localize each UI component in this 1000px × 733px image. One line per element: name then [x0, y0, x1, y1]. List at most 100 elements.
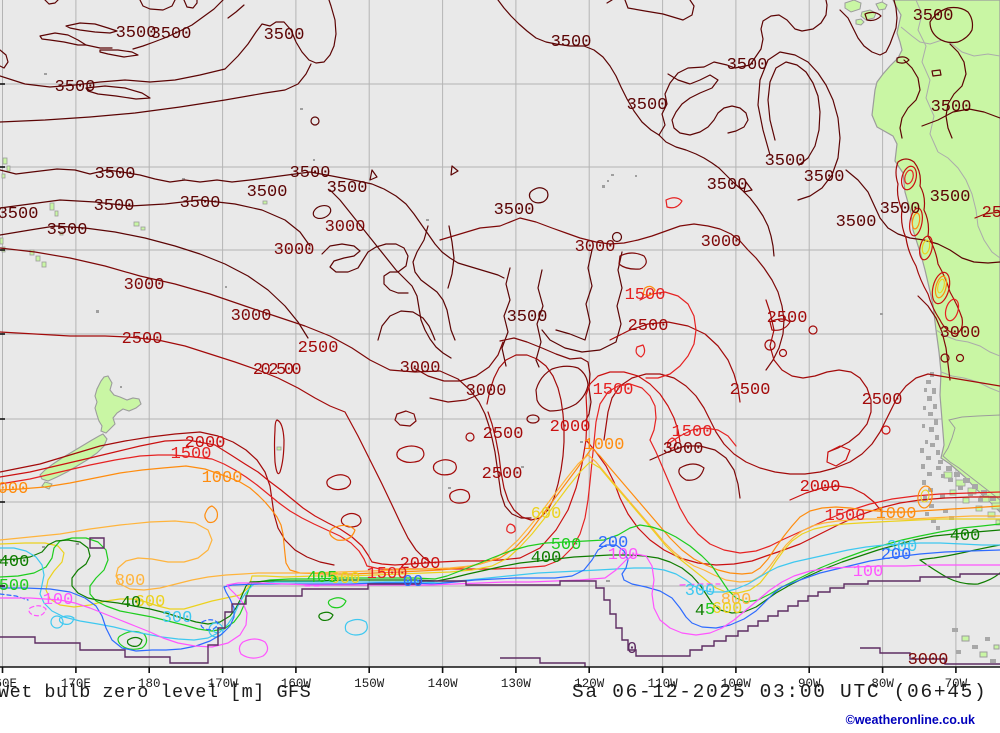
svg-text:2500: 2500 [122, 330, 163, 349]
svg-text:1000: 1000 [876, 505, 917, 524]
svg-text:0: 0 [627, 640, 637, 659]
svg-text:3500: 3500 [116, 24, 157, 43]
svg-text:3000: 3000 [231, 307, 272, 326]
svg-text:2500: 2500 [628, 317, 669, 336]
svg-text:800: 800 [721, 591, 752, 610]
svg-text:1000: 1000 [584, 436, 625, 455]
svg-text:00: 00 [403, 573, 423, 592]
svg-text:600: 600 [531, 505, 562, 524]
svg-text:1000: 1000 [202, 469, 243, 488]
svg-text:3000: 3000 [124, 276, 165, 295]
svg-text:3500: 3500 [327, 179, 368, 198]
svg-text:180: 180 [138, 677, 161, 691]
svg-text:160E: 160E [0, 677, 17, 691]
svg-text:3500: 3500 [55, 78, 96, 97]
svg-text:300: 300 [685, 582, 716, 601]
svg-text:100: 100 [43, 591, 74, 610]
svg-text:170W: 170W [208, 677, 239, 691]
svg-text:1500: 1500 [672, 423, 713, 442]
svg-text:500: 500 [551, 536, 582, 555]
svg-text:800: 800 [115, 572, 146, 591]
svg-text:120W: 120W [574, 677, 605, 691]
svg-text:160W: 160W [281, 677, 312, 691]
svg-text:2000: 2000 [400, 555, 441, 574]
svg-text:2000: 2000 [800, 478, 841, 497]
svg-text:3500: 3500 [264, 26, 305, 45]
svg-text:000: 000 [0, 480, 28, 499]
svg-text:3500: 3500 [930, 188, 971, 207]
svg-text:200: 200 [881, 546, 912, 565]
svg-text:3500: 3500 [180, 194, 221, 213]
svg-text:90W: 90W [798, 677, 821, 691]
svg-text:3500: 3500 [95, 165, 136, 184]
svg-text:2000: 2000 [550, 418, 591, 437]
svg-text:600: 600 [712, 600, 743, 619]
svg-text:140W: 140W [428, 677, 459, 691]
svg-text:3000: 3000 [325, 218, 366, 237]
svg-text:500: 500 [0, 577, 29, 596]
svg-text:130W: 130W [501, 677, 532, 691]
svg-text:3500: 3500 [880, 200, 921, 219]
svg-text:3500: 3500 [507, 308, 548, 327]
svg-text:2500: 2500 [982, 204, 1000, 223]
svg-text:300: 300 [162, 609, 193, 628]
svg-text:110W: 110W [648, 677, 679, 691]
svg-text:1500: 1500 [825, 507, 866, 526]
svg-text:200: 200 [598, 534, 629, 553]
svg-text:2500: 2500 [767, 309, 808, 328]
svg-text:Wet bulb zero level [m] GFS: Wet bulb zero level [m] GFS [0, 682, 311, 703]
svg-text:2500: 2500 [862, 391, 903, 410]
svg-text:400: 400 [0, 553, 29, 572]
svg-text:3500: 3500 [931, 98, 972, 117]
svg-text:3500: 3500 [247, 183, 288, 202]
svg-text:80W: 80W [871, 677, 894, 691]
svg-text:40: 40 [121, 594, 141, 613]
svg-text:3000: 3000 [274, 241, 315, 260]
svg-text:150W: 150W [354, 677, 385, 691]
svg-text:600: 600 [135, 593, 166, 612]
svg-text:170E: 170E [61, 677, 91, 691]
svg-text:2500: 2500 [483, 425, 524, 444]
svg-text:3000: 3000 [663, 440, 704, 459]
svg-text:1500: 1500 [171, 445, 212, 464]
svg-text:©weatheronline.co.uk: ©weatheronline.co.uk [846, 713, 975, 727]
svg-text:3000: 3000 [940, 324, 981, 343]
svg-text:Sa 06-12-2025 03:00 UTC (06+45: Sa 06-12-2025 03:00 UTC (06+45) [572, 681, 987, 703]
svg-text:2500: 2500 [298, 339, 339, 358]
svg-text:1500: 1500 [367, 565, 408, 584]
svg-text:70W: 70W [945, 677, 968, 691]
svg-text:405: 405 [307, 569, 338, 588]
svg-text:3500: 3500 [836, 213, 877, 232]
svg-text:3500: 3500 [707, 176, 748, 195]
svg-text:3500: 3500 [151, 25, 192, 44]
svg-text:3000: 3000 [575, 238, 616, 257]
svg-text:3500: 3500 [765, 152, 806, 171]
svg-text:100: 100 [608, 546, 639, 565]
svg-text:2000: 2000 [185, 434, 226, 453]
svg-text:3500: 3500 [94, 197, 135, 216]
svg-text:3500: 3500 [290, 164, 331, 183]
svg-text:3500: 3500 [727, 56, 768, 75]
svg-text:600: 600 [330, 570, 361, 589]
svg-text:400: 400 [531, 549, 562, 568]
svg-text:3500: 3500 [913, 7, 954, 26]
svg-text:100: 100 [853, 563, 884, 582]
svg-text:400: 400 [950, 527, 981, 546]
svg-text:300: 300 [887, 538, 918, 557]
svg-text:3500: 3500 [804, 168, 845, 187]
svg-text:3500: 3500 [627, 96, 668, 115]
svg-text:3500: 3500 [551, 33, 592, 52]
svg-text:3000: 3000 [908, 651, 949, 670]
svg-text:3500: 3500 [494, 201, 535, 220]
svg-text:3000: 3000 [400, 359, 441, 378]
svg-text:4: 4 [695, 602, 705, 621]
svg-text:5: 5 [705, 601, 715, 620]
svg-text:3500: 3500 [0, 205, 38, 224]
svg-text:3000: 3000 [701, 233, 742, 252]
svg-text:1500: 1500 [625, 286, 666, 305]
svg-text:3000: 3000 [466, 382, 507, 401]
svg-text:3500: 3500 [47, 221, 88, 240]
svg-text:202500: 202500 [253, 361, 302, 380]
svg-text:2500: 2500 [730, 381, 771, 400]
svg-text:1500: 1500 [593, 381, 634, 400]
